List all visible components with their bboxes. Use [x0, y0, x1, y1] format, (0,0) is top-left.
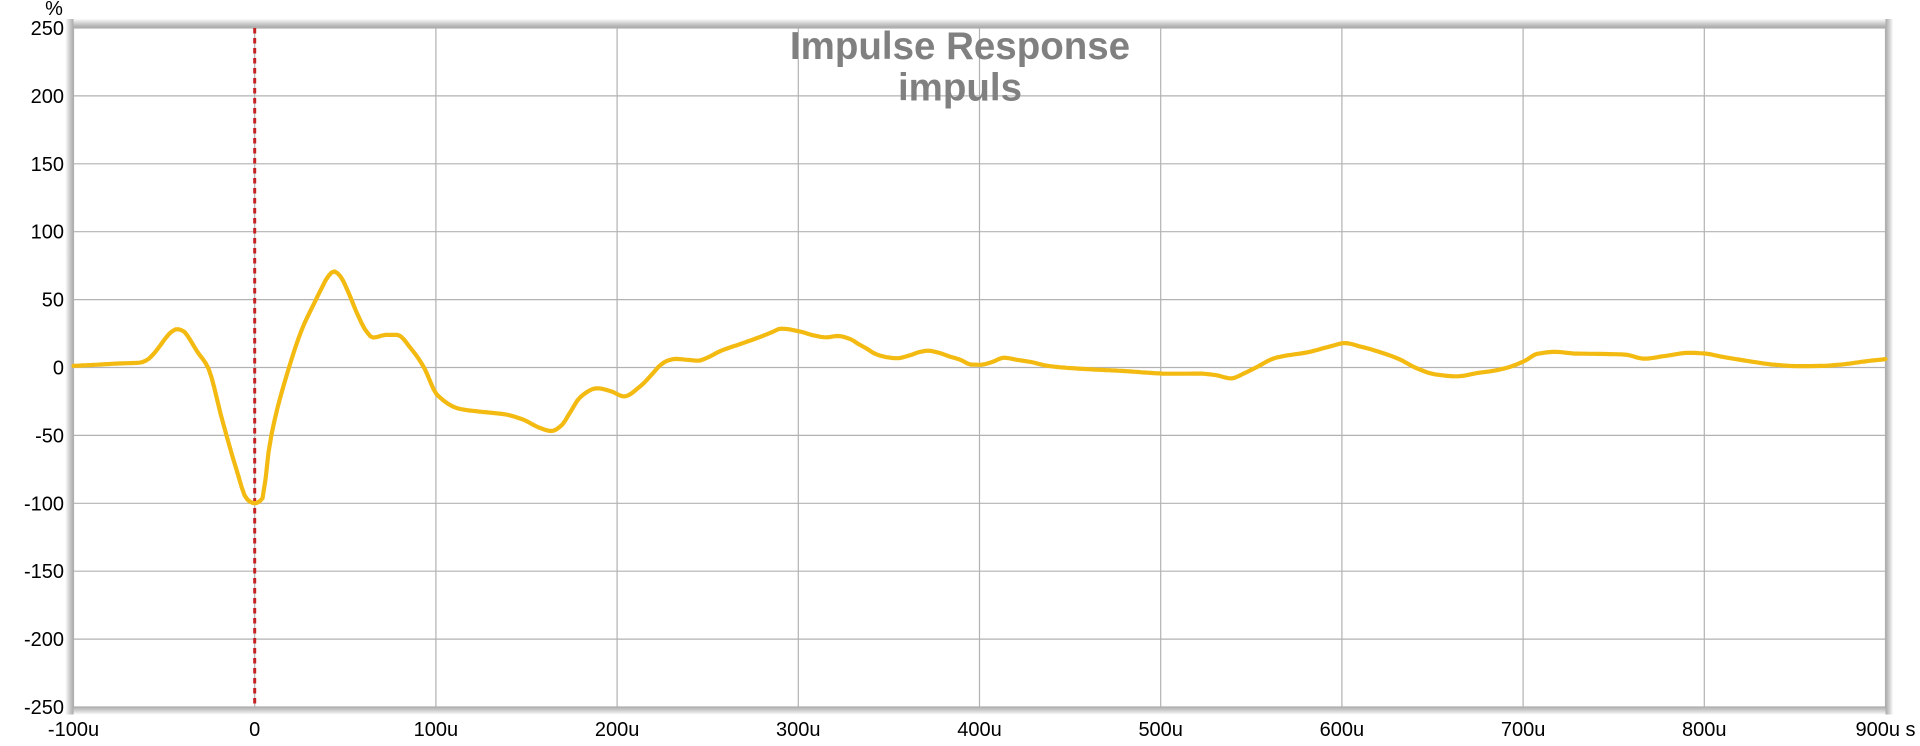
svg-text:-250: -250: [24, 697, 64, 719]
svg-text:100: 100: [31, 222, 64, 244]
svg-text:-50: -50: [35, 425, 64, 447]
svg-text:250: 250: [31, 18, 64, 40]
svg-text:%: %: [45, 0, 63, 20]
svg-text:500u: 500u: [1138, 719, 1183, 741]
svg-text:300u: 300u: [776, 719, 821, 741]
svg-text:150: 150: [31, 154, 64, 176]
svg-text:200u: 200u: [595, 719, 640, 741]
svg-text:0: 0: [249, 719, 260, 741]
svg-text:700u: 700u: [1501, 719, 1546, 741]
svg-text:400u: 400u: [957, 719, 1002, 741]
svg-text:0: 0: [53, 358, 64, 380]
svg-text:-100u: -100u: [48, 719, 99, 741]
svg-text:600u: 600u: [1320, 719, 1365, 741]
svg-text:Impulse Response: Impulse Response: [790, 25, 1130, 68]
svg-text:50: 50: [42, 290, 64, 312]
svg-text:impuls: impuls: [898, 67, 1022, 110]
svg-text:200: 200: [31, 86, 64, 108]
svg-text:100u: 100u: [414, 719, 459, 741]
svg-text:-100: -100: [24, 493, 64, 515]
svg-text:900u s: 900u s: [1855, 719, 1915, 741]
svg-text:-200: -200: [24, 629, 64, 651]
svg-text:800u: 800u: [1682, 719, 1727, 741]
svg-text:-150: -150: [24, 561, 64, 583]
